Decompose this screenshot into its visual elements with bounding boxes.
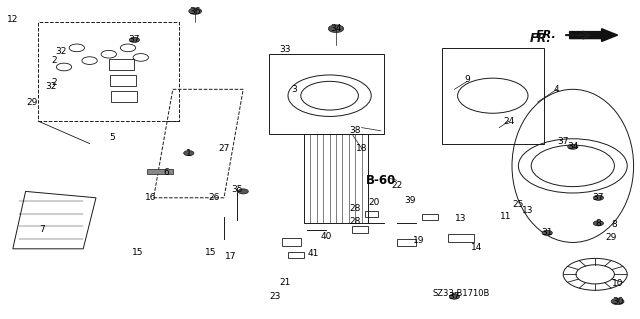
Circle shape (129, 37, 140, 42)
Text: 19: 19 (413, 236, 425, 245)
Bar (147, 169, 173, 174)
Text: 39: 39 (404, 197, 415, 205)
Text: 28: 28 (349, 204, 361, 213)
Bar (422, 214, 438, 220)
Bar (109, 59, 134, 70)
Circle shape (184, 151, 194, 156)
Text: 16: 16 (145, 193, 156, 202)
Text: 37: 37 (557, 137, 569, 146)
Text: 37: 37 (129, 35, 140, 44)
Text: 15: 15 (132, 248, 143, 256)
Text: 37: 37 (449, 292, 460, 301)
Circle shape (542, 230, 552, 235)
Text: 8: 8 (596, 219, 601, 228)
Text: 27: 27 (218, 144, 230, 153)
Text: 2: 2 (52, 78, 57, 87)
Text: 31: 31 (541, 228, 553, 237)
Text: 13: 13 (522, 206, 534, 215)
Bar (38, 22, 179, 121)
Text: B-60: B-60 (365, 174, 396, 187)
Text: 2: 2 (52, 56, 57, 65)
Bar (442, 48, 544, 144)
Text: 1: 1 (186, 149, 191, 158)
Bar (288, 252, 304, 258)
Text: 38: 38 (349, 126, 361, 135)
Text: FR.: FR. (536, 30, 557, 40)
Text: 29: 29 (605, 233, 617, 242)
FancyArrow shape (570, 29, 618, 41)
Text: 15: 15 (205, 248, 217, 256)
Text: FR.: FR. (530, 32, 552, 45)
Bar (448, 234, 474, 242)
Text: 25: 25 (513, 200, 524, 209)
Text: 9: 9 (465, 75, 470, 84)
Text: 6: 6 (164, 168, 169, 177)
Text: 32: 32 (55, 47, 67, 56)
Text: 29: 29 (26, 98, 38, 107)
Text: 34: 34 (330, 24, 342, 33)
Bar (282, 238, 301, 246)
Text: 21: 21 (279, 278, 291, 287)
Circle shape (593, 221, 604, 226)
Text: 28: 28 (349, 217, 361, 226)
Text: 14: 14 (471, 243, 483, 252)
Text: 41: 41 (308, 249, 319, 258)
Text: 35: 35 (231, 185, 243, 194)
Text: 40: 40 (321, 232, 332, 241)
Text: 23: 23 (269, 292, 281, 301)
Bar (352, 226, 368, 233)
Bar (111, 91, 137, 102)
Text: 26: 26 (209, 193, 220, 202)
Text: 37: 37 (593, 193, 604, 202)
Text: 13: 13 (455, 214, 467, 223)
Text: 22: 22 (391, 181, 403, 189)
Circle shape (611, 298, 624, 305)
Circle shape (449, 294, 460, 299)
Text: 30: 30 (612, 297, 623, 306)
Circle shape (593, 195, 604, 200)
Bar (110, 75, 136, 86)
Text: 20: 20 (369, 198, 380, 207)
Text: 32: 32 (45, 82, 57, 91)
Circle shape (328, 25, 344, 33)
Circle shape (189, 8, 202, 14)
Text: 36: 36 (189, 7, 201, 16)
Text: 7: 7 (39, 225, 44, 234)
Text: 24: 24 (503, 117, 515, 126)
Circle shape (238, 189, 248, 194)
Text: 4: 4 (554, 85, 559, 94)
Bar (304, 134, 368, 223)
Bar (269, 54, 384, 134)
Text: 5: 5 (109, 133, 115, 142)
Text: 34: 34 (567, 142, 579, 151)
Circle shape (568, 144, 578, 149)
Bar (365, 211, 378, 217)
Text: 8: 8 (612, 220, 617, 229)
Text: 18: 18 (356, 144, 367, 153)
Text: 33: 33 (279, 45, 291, 54)
Text: 12: 12 (7, 15, 19, 24)
Text: 17: 17 (225, 252, 236, 261)
Text: 3: 3 (292, 85, 297, 94)
Text: 10: 10 (612, 279, 623, 288)
Bar (397, 239, 416, 246)
Text: SZ33-B1710B: SZ33-B1710B (432, 289, 490, 298)
Text: 11: 11 (500, 212, 511, 221)
